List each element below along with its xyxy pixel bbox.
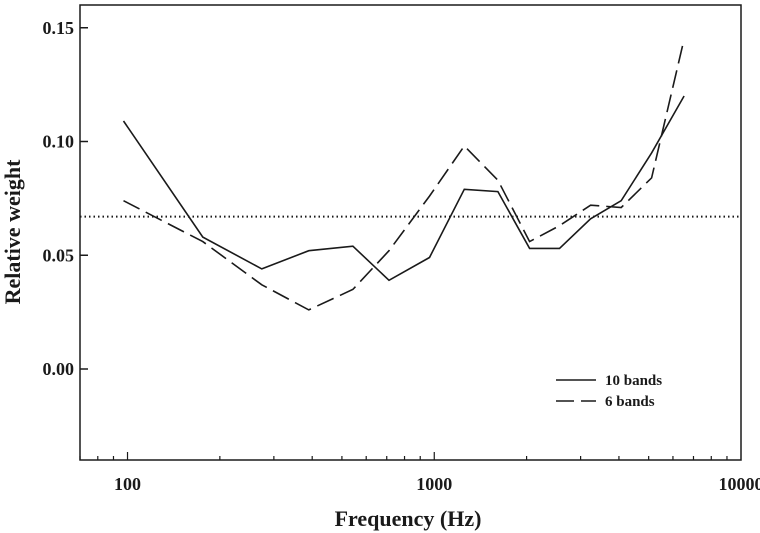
series-line-10-bands	[122, 95, 685, 282]
y-tick-label: 0.00	[43, 359, 75, 379]
y-axis-title: Relative weight	[0, 159, 25, 304]
x-tick-label: 1000	[416, 474, 452, 494]
x-axis-title: Frequency (Hz)	[335, 506, 482, 531]
x-tick-label: 100	[114, 474, 141, 494]
y-axis: 0.00 0.05 0.10 0.15	[43, 18, 88, 379]
series-layer	[122, 38, 685, 311]
series-line-6-bands	[123, 38, 685, 311]
legend: 10 bands 6 bands	[556, 373, 662, 410]
x-axis: 100 1000 10000	[79, 452, 760, 494]
plot-frame	[79, 4, 742, 461]
legend-label: 10 bands	[605, 373, 662, 389]
y-tick-label: 0.10	[43, 132, 75, 152]
y-tick-label: 0.05	[43, 245, 75, 265]
y-tick-label: 0.15	[43, 18, 75, 38]
legend-label: 6 bands	[605, 394, 655, 410]
x-tick-label: 10000	[719, 474, 760, 494]
